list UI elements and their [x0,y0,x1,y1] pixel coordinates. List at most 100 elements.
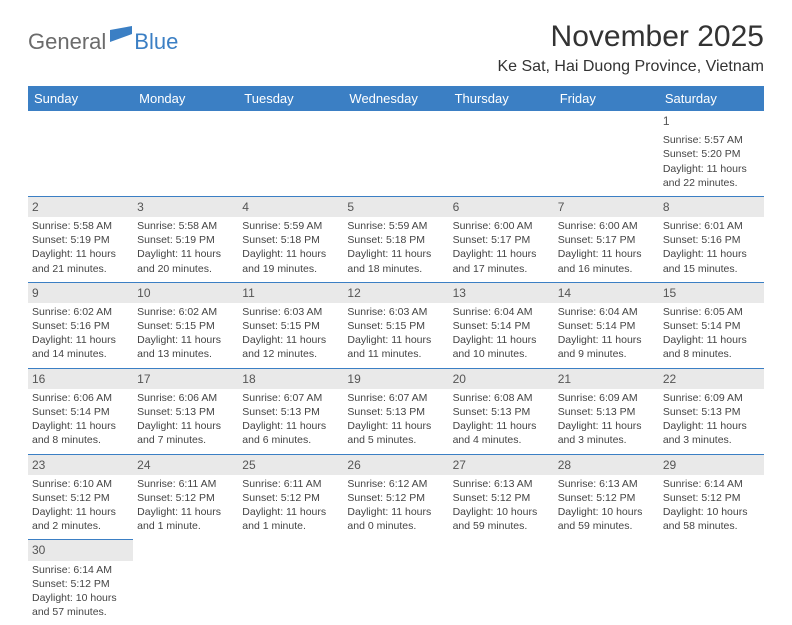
sunset-text: Sunset: 5:13 PM [558,405,655,419]
calendar-day-cell: 22Sunrise: 6:09 AMSunset: 5:13 PMDayligh… [659,368,764,454]
day-number: 26 [343,455,448,475]
day-number: 16 [28,369,133,389]
weekday-header: Sunday [28,86,133,111]
sunrise-text: Sunrise: 6:07 AM [242,391,339,405]
daylight-text: Daylight: 11 hours and 21 minutes. [32,247,129,275]
calendar-day-cell: 23Sunrise: 6:10 AMSunset: 5:12 PMDayligh… [28,454,133,540]
day-number: 12 [343,283,448,303]
calendar-week-row: 23Sunrise: 6:10 AMSunset: 5:12 PMDayligh… [28,454,764,540]
sunset-text: Sunset: 5:16 PM [663,233,760,247]
day-number: 11 [238,283,343,303]
calendar-day-cell: 7Sunrise: 6:00 AMSunset: 5:17 PMDaylight… [554,196,659,282]
header: General Blue November 2025 Ke Sat, Hai D… [28,20,764,76]
sunrise-text: Sunrise: 6:07 AM [347,391,444,405]
sunrise-text: Sunrise: 6:01 AM [663,219,760,233]
daylight-text: Daylight: 11 hours and 2 minutes. [32,505,129,533]
day-number: 17 [133,369,238,389]
calendar-day-cell: 14Sunrise: 6:04 AMSunset: 5:14 PMDayligh… [554,282,659,368]
day-number: 28 [554,455,659,475]
sunset-text: Sunset: 5:19 PM [137,233,234,247]
sunset-text: Sunset: 5:14 PM [663,319,760,333]
calendar-day-cell [133,540,238,625]
calendar-day-cell [449,540,554,625]
day-number: 3 [133,197,238,217]
sunrise-text: Sunrise: 6:06 AM [137,391,234,405]
calendar-day-cell: 12Sunrise: 6:03 AMSunset: 5:15 PMDayligh… [343,282,448,368]
daylight-text: Daylight: 11 hours and 10 minutes. [453,333,550,361]
sunrise-text: Sunrise: 5:57 AM [663,133,760,147]
daylight-text: Daylight: 11 hours and 8 minutes. [663,333,760,361]
sunrise-text: Sunrise: 5:59 AM [347,219,444,233]
day-number: 22 [659,369,764,389]
sunset-text: Sunset: 5:17 PM [558,233,655,247]
sunset-text: Sunset: 5:12 PM [32,577,129,591]
logo-flag-icon [110,26,132,47]
sunset-text: Sunset: 5:17 PM [453,233,550,247]
daylight-text: Daylight: 11 hours and 9 minutes. [558,333,655,361]
calendar-day-cell: 9Sunrise: 6:02 AMSunset: 5:16 PMDaylight… [28,282,133,368]
calendar-day-cell: 19Sunrise: 6:07 AMSunset: 5:13 PMDayligh… [343,368,448,454]
sunset-text: Sunset: 5:15 PM [242,319,339,333]
sunset-text: Sunset: 5:13 PM [347,405,444,419]
day-number: 10 [133,283,238,303]
sunrise-text: Sunrise: 5:58 AM [32,219,129,233]
day-number: 24 [133,455,238,475]
day-number: 30 [28,540,133,560]
weekday-header-row: Sunday Monday Tuesday Wednesday Thursday… [28,86,764,111]
daylight-text: Daylight: 11 hours and 20 minutes. [137,247,234,275]
daylight-text: Daylight: 10 hours and 59 minutes. [558,505,655,533]
logo-text-general: General [28,29,106,55]
calendar-day-cell: 11Sunrise: 6:03 AMSunset: 5:15 PMDayligh… [238,282,343,368]
sunset-text: Sunset: 5:14 PM [558,319,655,333]
sunset-text: Sunset: 5:19 PM [32,233,129,247]
calendar-day-cell: 8Sunrise: 6:01 AMSunset: 5:16 PMDaylight… [659,196,764,282]
sunset-text: Sunset: 5:15 PM [137,319,234,333]
sunset-text: Sunset: 5:13 PM [663,405,760,419]
sunrise-text: Sunrise: 6:06 AM [32,391,129,405]
sunset-text: Sunset: 5:16 PM [32,319,129,333]
calendar-day-cell: 27Sunrise: 6:13 AMSunset: 5:12 PMDayligh… [449,454,554,540]
calendar-day-cell [133,111,238,196]
logo: General Blue [28,26,178,57]
weekday-header: Thursday [449,86,554,111]
sunrise-text: Sunrise: 5:58 AM [137,219,234,233]
daylight-text: Daylight: 11 hours and 3 minutes. [663,419,760,447]
calendar-day-cell: 4Sunrise: 5:59 AMSunset: 5:18 PMDaylight… [238,196,343,282]
calendar-table: Sunday Monday Tuesday Wednesday Thursday… [28,86,764,625]
sunset-text: Sunset: 5:15 PM [347,319,444,333]
calendar-day-cell: 10Sunrise: 6:02 AMSunset: 5:15 PMDayligh… [133,282,238,368]
calendar-day-cell: 16Sunrise: 6:06 AMSunset: 5:14 PMDayligh… [28,368,133,454]
sunrise-text: Sunrise: 6:04 AM [558,305,655,319]
location-text: Ke Sat, Hai Duong Province, Vietnam [497,58,764,76]
daylight-text: Daylight: 11 hours and 16 minutes. [558,247,655,275]
day-number: 13 [449,283,554,303]
day-number: 18 [238,369,343,389]
sunset-text: Sunset: 5:12 PM [32,491,129,505]
sunrise-text: Sunrise: 6:03 AM [347,305,444,319]
day-number: 1 [659,111,764,131]
sunrise-text: Sunrise: 6:13 AM [558,477,655,491]
daylight-text: Daylight: 11 hours and 15 minutes. [663,247,760,275]
calendar-day-cell: 29Sunrise: 6:14 AMSunset: 5:12 PMDayligh… [659,454,764,540]
calendar-day-cell [659,540,764,625]
sunset-text: Sunset: 5:18 PM [242,233,339,247]
calendar-day-cell: 1Sunrise: 5:57 AMSunset: 5:20 PMDaylight… [659,111,764,196]
daylight-text: Daylight: 11 hours and 6 minutes. [242,419,339,447]
calendar-day-cell [238,111,343,196]
daylight-text: Daylight: 11 hours and 19 minutes. [242,247,339,275]
sunrise-text: Sunrise: 5:59 AM [242,219,339,233]
sunrise-text: Sunrise: 6:11 AM [137,477,234,491]
calendar-day-cell: 5Sunrise: 5:59 AMSunset: 5:18 PMDaylight… [343,196,448,282]
sunset-text: Sunset: 5:12 PM [242,491,339,505]
sunrise-text: Sunrise: 6:03 AM [242,305,339,319]
sunrise-text: Sunrise: 6:02 AM [32,305,129,319]
logo-text-blue: Blue [134,29,178,55]
weekday-header: Wednesday [343,86,448,111]
sunrise-text: Sunrise: 6:00 AM [453,219,550,233]
calendar-day-cell: 15Sunrise: 6:05 AMSunset: 5:14 PMDayligh… [659,282,764,368]
sunset-text: Sunset: 5:12 PM [453,491,550,505]
daylight-text: Daylight: 10 hours and 58 minutes. [663,505,760,533]
calendar-day-cell: 13Sunrise: 6:04 AMSunset: 5:14 PMDayligh… [449,282,554,368]
sunrise-text: Sunrise: 6:11 AM [242,477,339,491]
daylight-text: Daylight: 11 hours and 7 minutes. [137,419,234,447]
